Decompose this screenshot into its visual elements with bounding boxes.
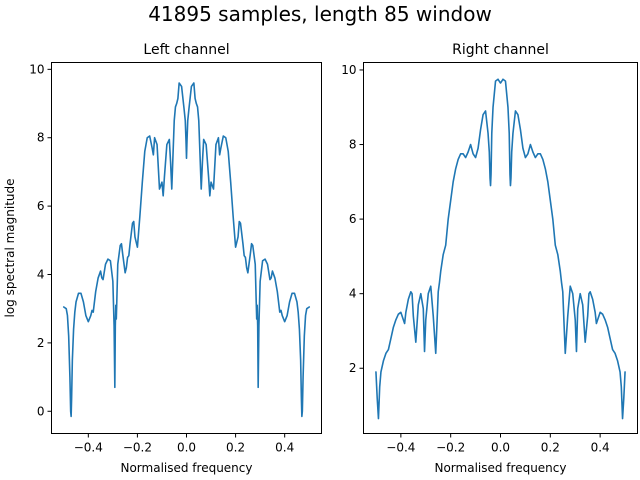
left-channel-ytick-label: 0 bbox=[37, 404, 45, 418]
left-channel-title: Left channel bbox=[143, 42, 229, 58]
right-channel-xtick-label: 0.4 bbox=[591, 441, 610, 455]
left-channel-ylabel: log spectral magnitude bbox=[3, 178, 17, 317]
right-channel-ytick-label: 4 bbox=[349, 287, 357, 301]
left-channel-ytick-label: 8 bbox=[37, 131, 45, 145]
right-channel-ytick-label: 10 bbox=[341, 63, 356, 77]
right-channel-axes-frame bbox=[363, 62, 638, 434]
right-channel-xtick-label: −0.4 bbox=[386, 441, 415, 455]
left-channel-xtick-label: 0.2 bbox=[226, 441, 245, 455]
right-channel-plot: Right channel Normalised frequency −0.4−… bbox=[341, 42, 638, 475]
right-channel-ytick-label: 2 bbox=[349, 361, 357, 375]
left-channel-xlabel: Normalised frequency bbox=[120, 461, 252, 475]
right-channel-xlabel: Normalised frequency bbox=[434, 461, 566, 475]
left-channel-ytick-label: 4 bbox=[37, 268, 45, 282]
left-channel-ticks: −0.4 −0.2 0.0 0.2 0.4 0 2 4 6 8 10 bbox=[29, 62, 294, 454]
right-channel-ticks: −0.4 −0.2 0.0 0.2 0.4 2 4 6 8 10 bbox=[341, 63, 609, 455]
left-channel-plot: Left channel Normalised frequency log sp… bbox=[3, 42, 322, 475]
figure-suptitle: 41895 samples, length 85 window bbox=[148, 2, 492, 26]
left-channel-xtick-label: −0.4 bbox=[74, 441, 103, 455]
right-channel-title: Right channel bbox=[452, 42, 549, 58]
right-channel-xtick-label: −0.2 bbox=[436, 441, 465, 455]
right-channel-ytick-label: 6 bbox=[349, 212, 357, 226]
left-channel-ytick-label: 10 bbox=[29, 62, 44, 76]
right-channel-xtick-label: 0.2 bbox=[541, 441, 560, 455]
right-channel-series-line bbox=[375, 78, 626, 420]
right-channel-xtick-label: 0.0 bbox=[491, 441, 510, 455]
left-channel-xtick-label: 0.0 bbox=[177, 441, 196, 455]
left-channel-xtick-label: −0.2 bbox=[123, 441, 152, 455]
left-channel-xtick-label: 0.4 bbox=[275, 441, 294, 455]
right-channel-ytick-label: 8 bbox=[349, 138, 357, 152]
left-channel-axes-frame bbox=[51, 62, 322, 434]
left-channel-series-line bbox=[62, 82, 311, 418]
left-channel-ytick-label: 2 bbox=[37, 336, 45, 350]
left-channel-ytick-label: 6 bbox=[37, 199, 45, 213]
